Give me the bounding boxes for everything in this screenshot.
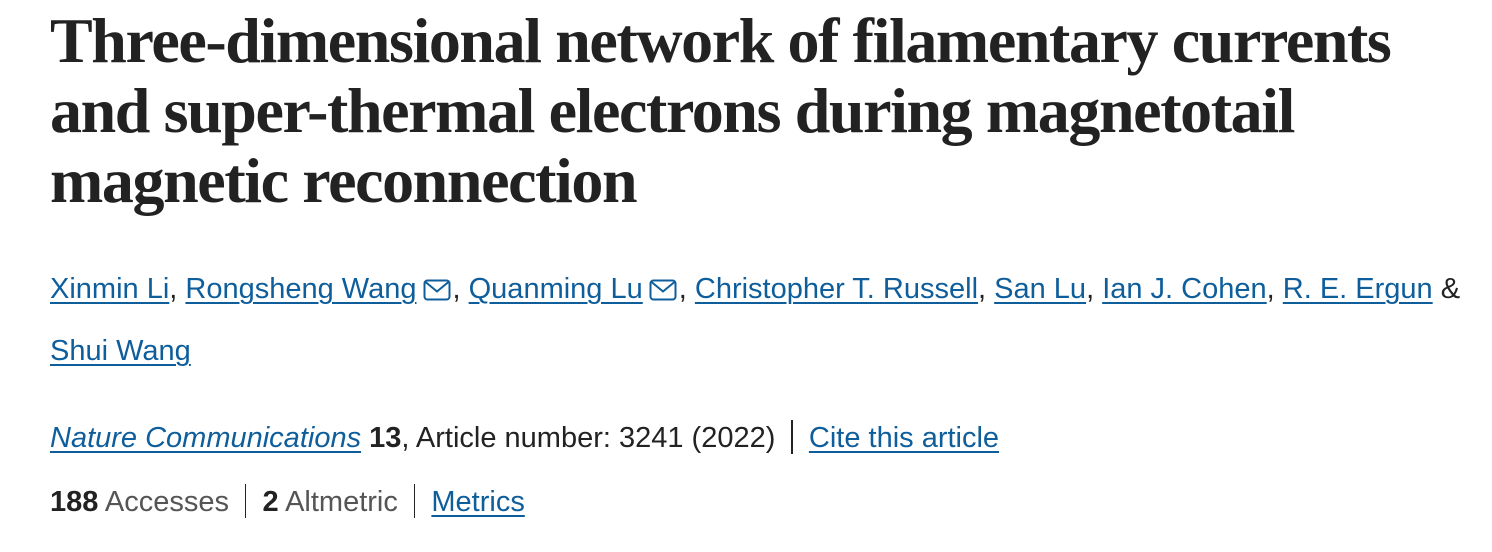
accesses-count: 188 [50,486,99,518]
envelope-icon[interactable] [423,261,451,301]
author-separator: , [978,273,987,305]
citation-line: Nature Communications 13, Article number… [50,416,999,460]
author-separator: , [452,273,461,305]
author-link[interactable]: San Lu [994,273,1087,305]
author-link[interactable]: Ian J. Cohen [1102,273,1267,305]
altmetric-label: Altmetric [285,486,398,518]
divider [791,420,793,454]
author-link[interactable]: Shui Wang [50,335,191,367]
author-separator: , [1266,273,1275,305]
envelope-icon[interactable] [649,261,677,301]
accesses-label: Accesses [104,486,229,518]
divider [413,484,416,518]
author-separator: , [169,273,178,305]
volume-number: 13 [369,422,402,454]
author-list: Xinmin Li, Rongsheng Wang, Quanming Lu, … [50,258,1480,382]
cite-this-article-link[interactable]: Cite this article [808,422,1000,454]
author-link[interactable]: Christopher T. Russell [694,273,979,305]
metrics-line: 188 Accesses 2 Altmetric Metrics [50,480,525,524]
author-link[interactable]: Quanming Lu [468,273,643,305]
author-last-separator: & [1440,273,1461,305]
author-link[interactable]: Rongsheng Wang [185,273,417,305]
journal-link[interactable]: Nature Communications [50,422,362,454]
author-link[interactable]: Xinmin Li [50,273,170,305]
metrics-link[interactable]: Metrics [431,486,525,518]
article-number: , Article number: 3241 (2022) [401,422,776,454]
author-separator: , [1086,273,1095,305]
author-link[interactable]: R. E. Ergun [1282,273,1433,305]
author-separator: , [678,273,687,305]
article-title: Three-dimensional network of filamentary… [50,5,1392,216]
divider [244,484,247,518]
altmetric-count: 2 [262,486,279,518]
